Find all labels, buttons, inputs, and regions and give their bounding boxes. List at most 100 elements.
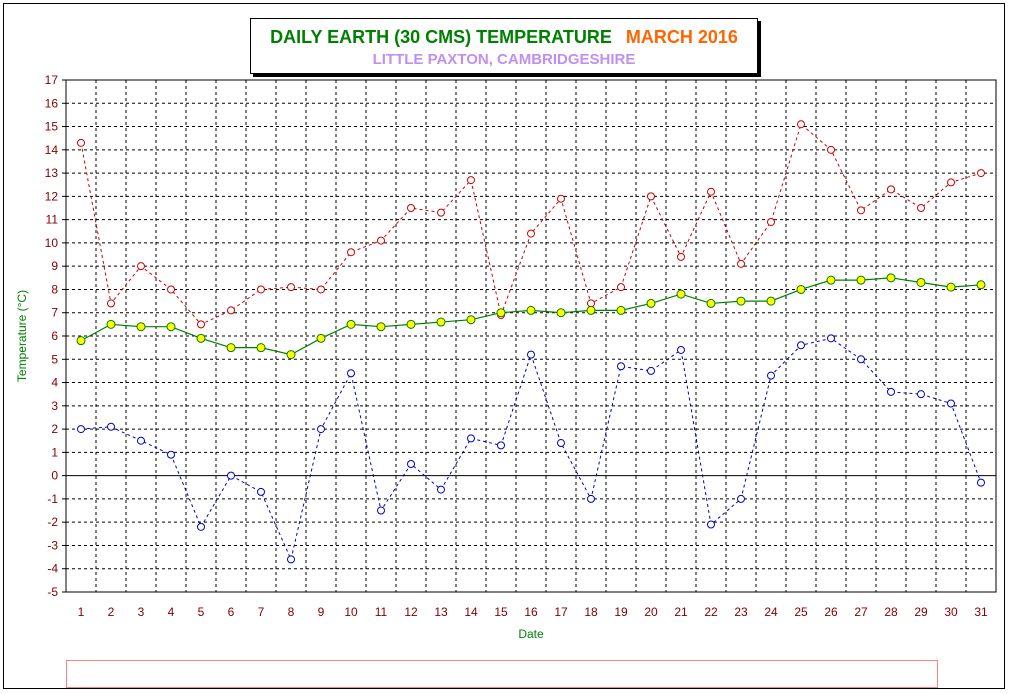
data-point-max <box>707 187 715 196</box>
data-point-earth <box>256 343 266 353</box>
data-point-max <box>857 206 865 215</box>
y-tick-label: 16 <box>45 96 59 110</box>
y-tick-label: -2 <box>47 515 58 529</box>
data-point-max <box>467 176 475 185</box>
data-point-max <box>647 192 655 201</box>
x-tick-label: 28 <box>884 605 898 619</box>
y-tick-label: 17 <box>45 73 59 87</box>
data-point-earth <box>436 317 446 327</box>
data-point-min <box>977 478 985 487</box>
data-point-max <box>557 194 565 203</box>
data-point-earth <box>616 305 626 315</box>
data-point-min <box>257 487 265 496</box>
x-tick-label: 8 <box>288 605 295 619</box>
data-point-max <box>107 299 115 308</box>
data-point-earth <box>856 275 866 285</box>
data-point-min <box>287 555 295 564</box>
data-point-max <box>587 299 595 308</box>
data-point-min <box>587 494 595 503</box>
y-tick-label: 14 <box>45 143 59 157</box>
data-point-min <box>227 471 235 480</box>
data-point-min <box>707 520 715 529</box>
data-point-earth <box>106 319 116 329</box>
x-tick-label: 26 <box>824 605 838 619</box>
data-point-max <box>437 208 445 217</box>
data-point-max <box>527 229 535 238</box>
y-axis-label: Temperature (°C) <box>15 290 29 382</box>
x-tick-label: 30 <box>944 605 958 619</box>
y-tick-label: -4 <box>47 562 58 576</box>
y-tick-label: 3 <box>51 399 58 413</box>
data-point-min <box>557 439 565 448</box>
data-point-max <box>947 178 955 187</box>
data-point-min <box>497 441 505 450</box>
data-point-min <box>737 494 745 503</box>
data-point-min <box>617 362 625 371</box>
x-tick-label: 13 <box>434 605 448 619</box>
y-tick-label: 5 <box>51 352 58 366</box>
x-tick-label: 9 <box>318 605 325 619</box>
y-tick-label: 1 <box>51 445 58 459</box>
x-tick-label: 22 <box>704 605 718 619</box>
data-point-min <box>647 366 655 375</box>
data-point-min <box>407 460 415 468</box>
data-point-max <box>197 320 205 329</box>
data-point-max <box>347 248 355 257</box>
data-point-max <box>377 236 385 245</box>
data-point-earth <box>916 277 926 287</box>
data-point-min <box>467 434 475 443</box>
x-tick-label: 23 <box>734 605 748 619</box>
data-point-earth <box>496 308 506 318</box>
data-point-min <box>377 506 385 515</box>
x-tick-label: 18 <box>584 605 598 619</box>
x-tick-label: 27 <box>854 605 868 619</box>
data-point-min <box>917 390 925 399</box>
x-tick-label: 19 <box>614 605 628 619</box>
y-tick-label: 11 <box>46 213 59 227</box>
data-point-min <box>197 522 205 531</box>
data-point-min <box>887 387 895 396</box>
data-point-max <box>227 306 235 315</box>
y-tick-label: -5 <box>47 585 58 599</box>
data-point-earth <box>736 296 746 306</box>
x-tick-label: 11 <box>375 605 388 619</box>
data-point-earth <box>136 322 146 332</box>
data-point-earth <box>766 296 776 306</box>
data-point-max <box>827 145 835 154</box>
data-point-earth <box>286 350 296 360</box>
data-point-earth <box>76 336 86 346</box>
data-point-min <box>797 341 805 350</box>
y-tick-label: 13 <box>45 166 59 180</box>
data-point-earth <box>796 284 806 294</box>
data-point-min <box>527 350 535 359</box>
data-point-earth <box>826 275 836 285</box>
x-axis-label: Date <box>518 627 544 641</box>
y-tick-label: 4 <box>51 376 58 390</box>
x-tick-label: 16 <box>524 605 538 619</box>
data-point-earth <box>376 322 386 332</box>
data-point-max <box>887 185 895 194</box>
data-point-earth <box>946 282 956 292</box>
x-tick-label: 17 <box>554 605 568 619</box>
data-point-max <box>257 285 265 294</box>
data-point-max <box>737 259 745 268</box>
data-point-max <box>407 204 415 212</box>
chart-title: DAILY EARTH (30 CMS) TEMPERATURE <box>270 27 612 47</box>
legend <box>66 660 938 688</box>
data-point-min <box>137 436 145 445</box>
data-point-earth <box>676 289 686 299</box>
data-point-min <box>167 450 175 459</box>
y-tick-label: 6 <box>51 329 58 343</box>
y-tick-label: 10 <box>45 236 59 250</box>
x-tick-label: 10 <box>344 605 358 619</box>
data-point-min <box>77 425 85 434</box>
data-point-max <box>617 283 625 292</box>
data-point-earth <box>526 305 536 315</box>
data-point-earth <box>706 298 716 308</box>
x-tick-label: 25 <box>794 605 808 619</box>
data-point-min <box>767 371 775 380</box>
x-tick-label: 5 <box>198 605 205 619</box>
data-point-min <box>107 422 115 431</box>
y-tick-label: -1 <box>47 492 58 506</box>
data-point-earth <box>466 315 476 325</box>
